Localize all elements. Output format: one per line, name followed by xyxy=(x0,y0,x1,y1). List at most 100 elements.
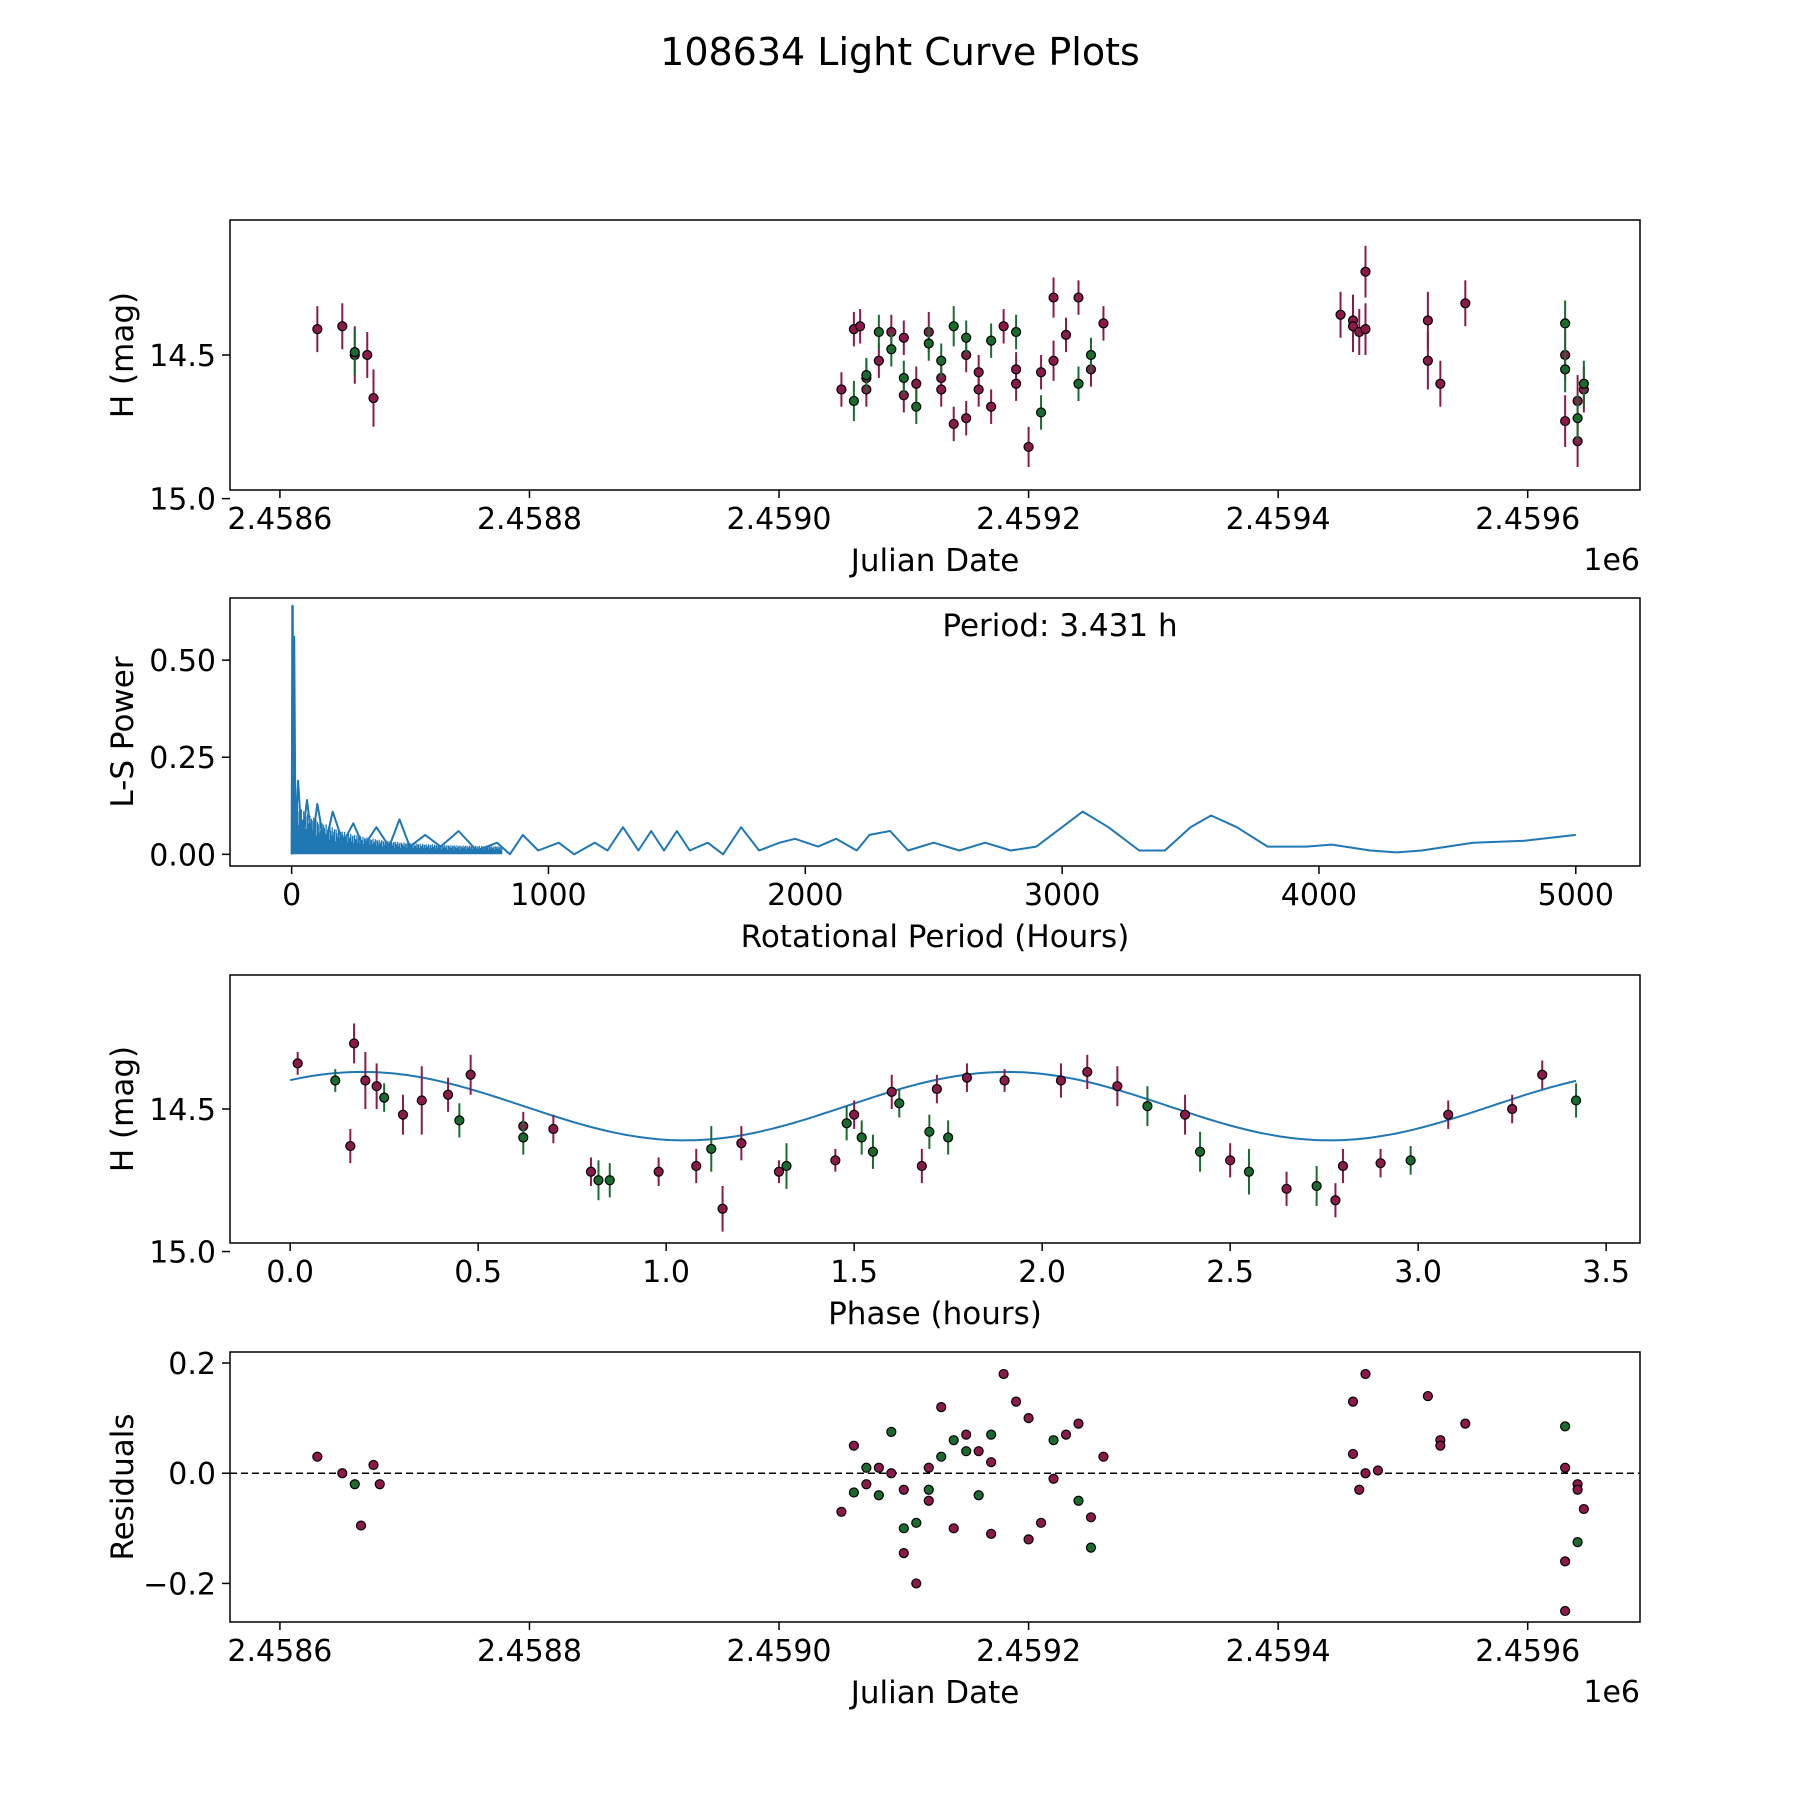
red-data-point xyxy=(1537,1069,1548,1080)
fit-curve xyxy=(290,1070,1577,1142)
green-data-point xyxy=(943,1132,954,1143)
x-tick-label: 2.4586 xyxy=(227,502,332,537)
red-data-point xyxy=(1507,1103,1518,1115)
y-tick-label: 0.0 xyxy=(168,1457,216,1492)
red-data-point xyxy=(873,1462,884,1473)
red-data-point xyxy=(1082,1066,1093,1078)
red-data-point xyxy=(585,1166,597,1177)
red-data-point xyxy=(986,401,997,412)
axes-frame xyxy=(229,1351,1641,1623)
green-data-point xyxy=(924,1126,935,1137)
red-data-point xyxy=(931,1083,942,1095)
red-data-point xyxy=(1335,309,1346,320)
green-data-point xyxy=(936,1451,947,1462)
green-data-point xyxy=(911,1517,922,1528)
red-data-point xyxy=(961,1429,972,1440)
y-tick-label: 14.5 xyxy=(149,339,216,374)
red-data-point xyxy=(1347,1396,1359,1407)
green-data-point xyxy=(861,370,872,381)
red-data-point xyxy=(1085,1512,1097,1523)
x-offset-label: 1e6 xyxy=(1583,1675,1640,1710)
red-data-point xyxy=(911,378,922,389)
plot-area xyxy=(312,1368,1589,1617)
green-data-point xyxy=(961,332,972,343)
x-tick-label: 2.4592 xyxy=(976,502,1081,537)
red-data-point xyxy=(371,1081,382,1092)
red-data-point xyxy=(1023,1534,1034,1545)
red-data-point xyxy=(1112,1081,1123,1092)
green-data-point xyxy=(886,344,897,355)
red-data-point xyxy=(360,1075,371,1086)
red-data-point xyxy=(1023,1413,1034,1424)
red-data-point xyxy=(1281,1183,1292,1194)
green-data-point xyxy=(379,1092,390,1103)
green-data-point xyxy=(1560,318,1571,329)
red-data-point xyxy=(836,384,847,395)
x-tick-label: 3.5 xyxy=(1582,1255,1630,1290)
y-tick-label: −0.2 xyxy=(143,1567,216,1602)
red-data-point xyxy=(1435,378,1446,389)
red-data-point xyxy=(855,321,866,332)
red-data-point xyxy=(961,1072,973,1083)
y-tick-label: 0.50 xyxy=(149,644,216,679)
x-tick-label: 0 xyxy=(282,878,301,913)
x-tick-label: 2000 xyxy=(767,878,843,913)
red-data-point xyxy=(1360,1468,1371,1479)
red-data-point xyxy=(1422,315,1433,326)
green-data-point xyxy=(330,1075,341,1086)
green-data-point xyxy=(873,326,884,338)
green-data-point xyxy=(923,1484,934,1495)
green-data-point xyxy=(973,1490,984,1501)
red-data-point xyxy=(312,1451,323,1462)
red-data-point xyxy=(1460,298,1471,309)
red-data-point xyxy=(1179,1109,1191,1120)
green-data-point xyxy=(841,1118,852,1129)
red-data-point xyxy=(999,1075,1010,1086)
green-data-point xyxy=(1570,1095,1582,1106)
red-data-point xyxy=(1073,1418,1084,1429)
x-tick-label: 2.5 xyxy=(1206,1255,1254,1290)
red-data-point xyxy=(898,1548,909,1559)
red-data-point xyxy=(948,418,959,430)
red-data-point xyxy=(873,355,884,366)
y-tick-label: 0.25 xyxy=(149,741,216,776)
red-data-point xyxy=(1337,1160,1349,1172)
x-tick-label: 0.5 xyxy=(454,1255,502,1290)
red-data-point xyxy=(337,321,348,332)
green-data-point xyxy=(1243,1166,1255,1177)
green-data-point xyxy=(948,321,959,332)
green-data-point xyxy=(781,1160,792,1172)
red-data-point xyxy=(848,1440,859,1451)
green-data-point xyxy=(1073,378,1084,389)
red-data-point xyxy=(374,1479,385,1490)
green-data-point xyxy=(1048,1435,1059,1446)
red-data-point xyxy=(1330,1195,1341,1206)
red-data-point xyxy=(830,1155,841,1166)
red-data-point xyxy=(1060,1429,1072,1440)
axes-frame xyxy=(229,974,1641,1244)
red-data-point xyxy=(961,413,972,424)
red-data-point xyxy=(1098,1451,1109,1462)
x-tick-label: 2.4590 xyxy=(727,502,832,537)
red-data-point xyxy=(1060,329,1072,340)
x-tick-label: 2.4594 xyxy=(1226,502,1331,537)
red-data-point xyxy=(1360,1368,1371,1380)
y-axis-label: H (mag) xyxy=(105,1046,141,1172)
red-data-point xyxy=(1354,1484,1365,1495)
red-data-point xyxy=(1055,1075,1067,1086)
red-data-point xyxy=(836,1506,847,1517)
x-tick-label: 2.4596 xyxy=(1475,1634,1580,1669)
red-data-point xyxy=(1560,1556,1571,1567)
green-data-point xyxy=(848,1487,859,1498)
light-curve-panel: 2.4586 2.4588 2.4590 2.4592 2.4594 2.4596 15.0… xyxy=(105,219,1641,579)
green-data-point xyxy=(349,347,360,358)
green-data-point xyxy=(1405,1155,1416,1166)
red-data-point xyxy=(1578,1503,1589,1515)
x-axis-label: Rotational Period (Hours) xyxy=(741,919,1130,955)
red-data-point xyxy=(1098,318,1109,329)
red-data-point xyxy=(936,384,947,395)
plot-area xyxy=(290,1023,1582,1232)
red-data-point xyxy=(736,1138,747,1149)
red-data-point xyxy=(312,324,323,335)
